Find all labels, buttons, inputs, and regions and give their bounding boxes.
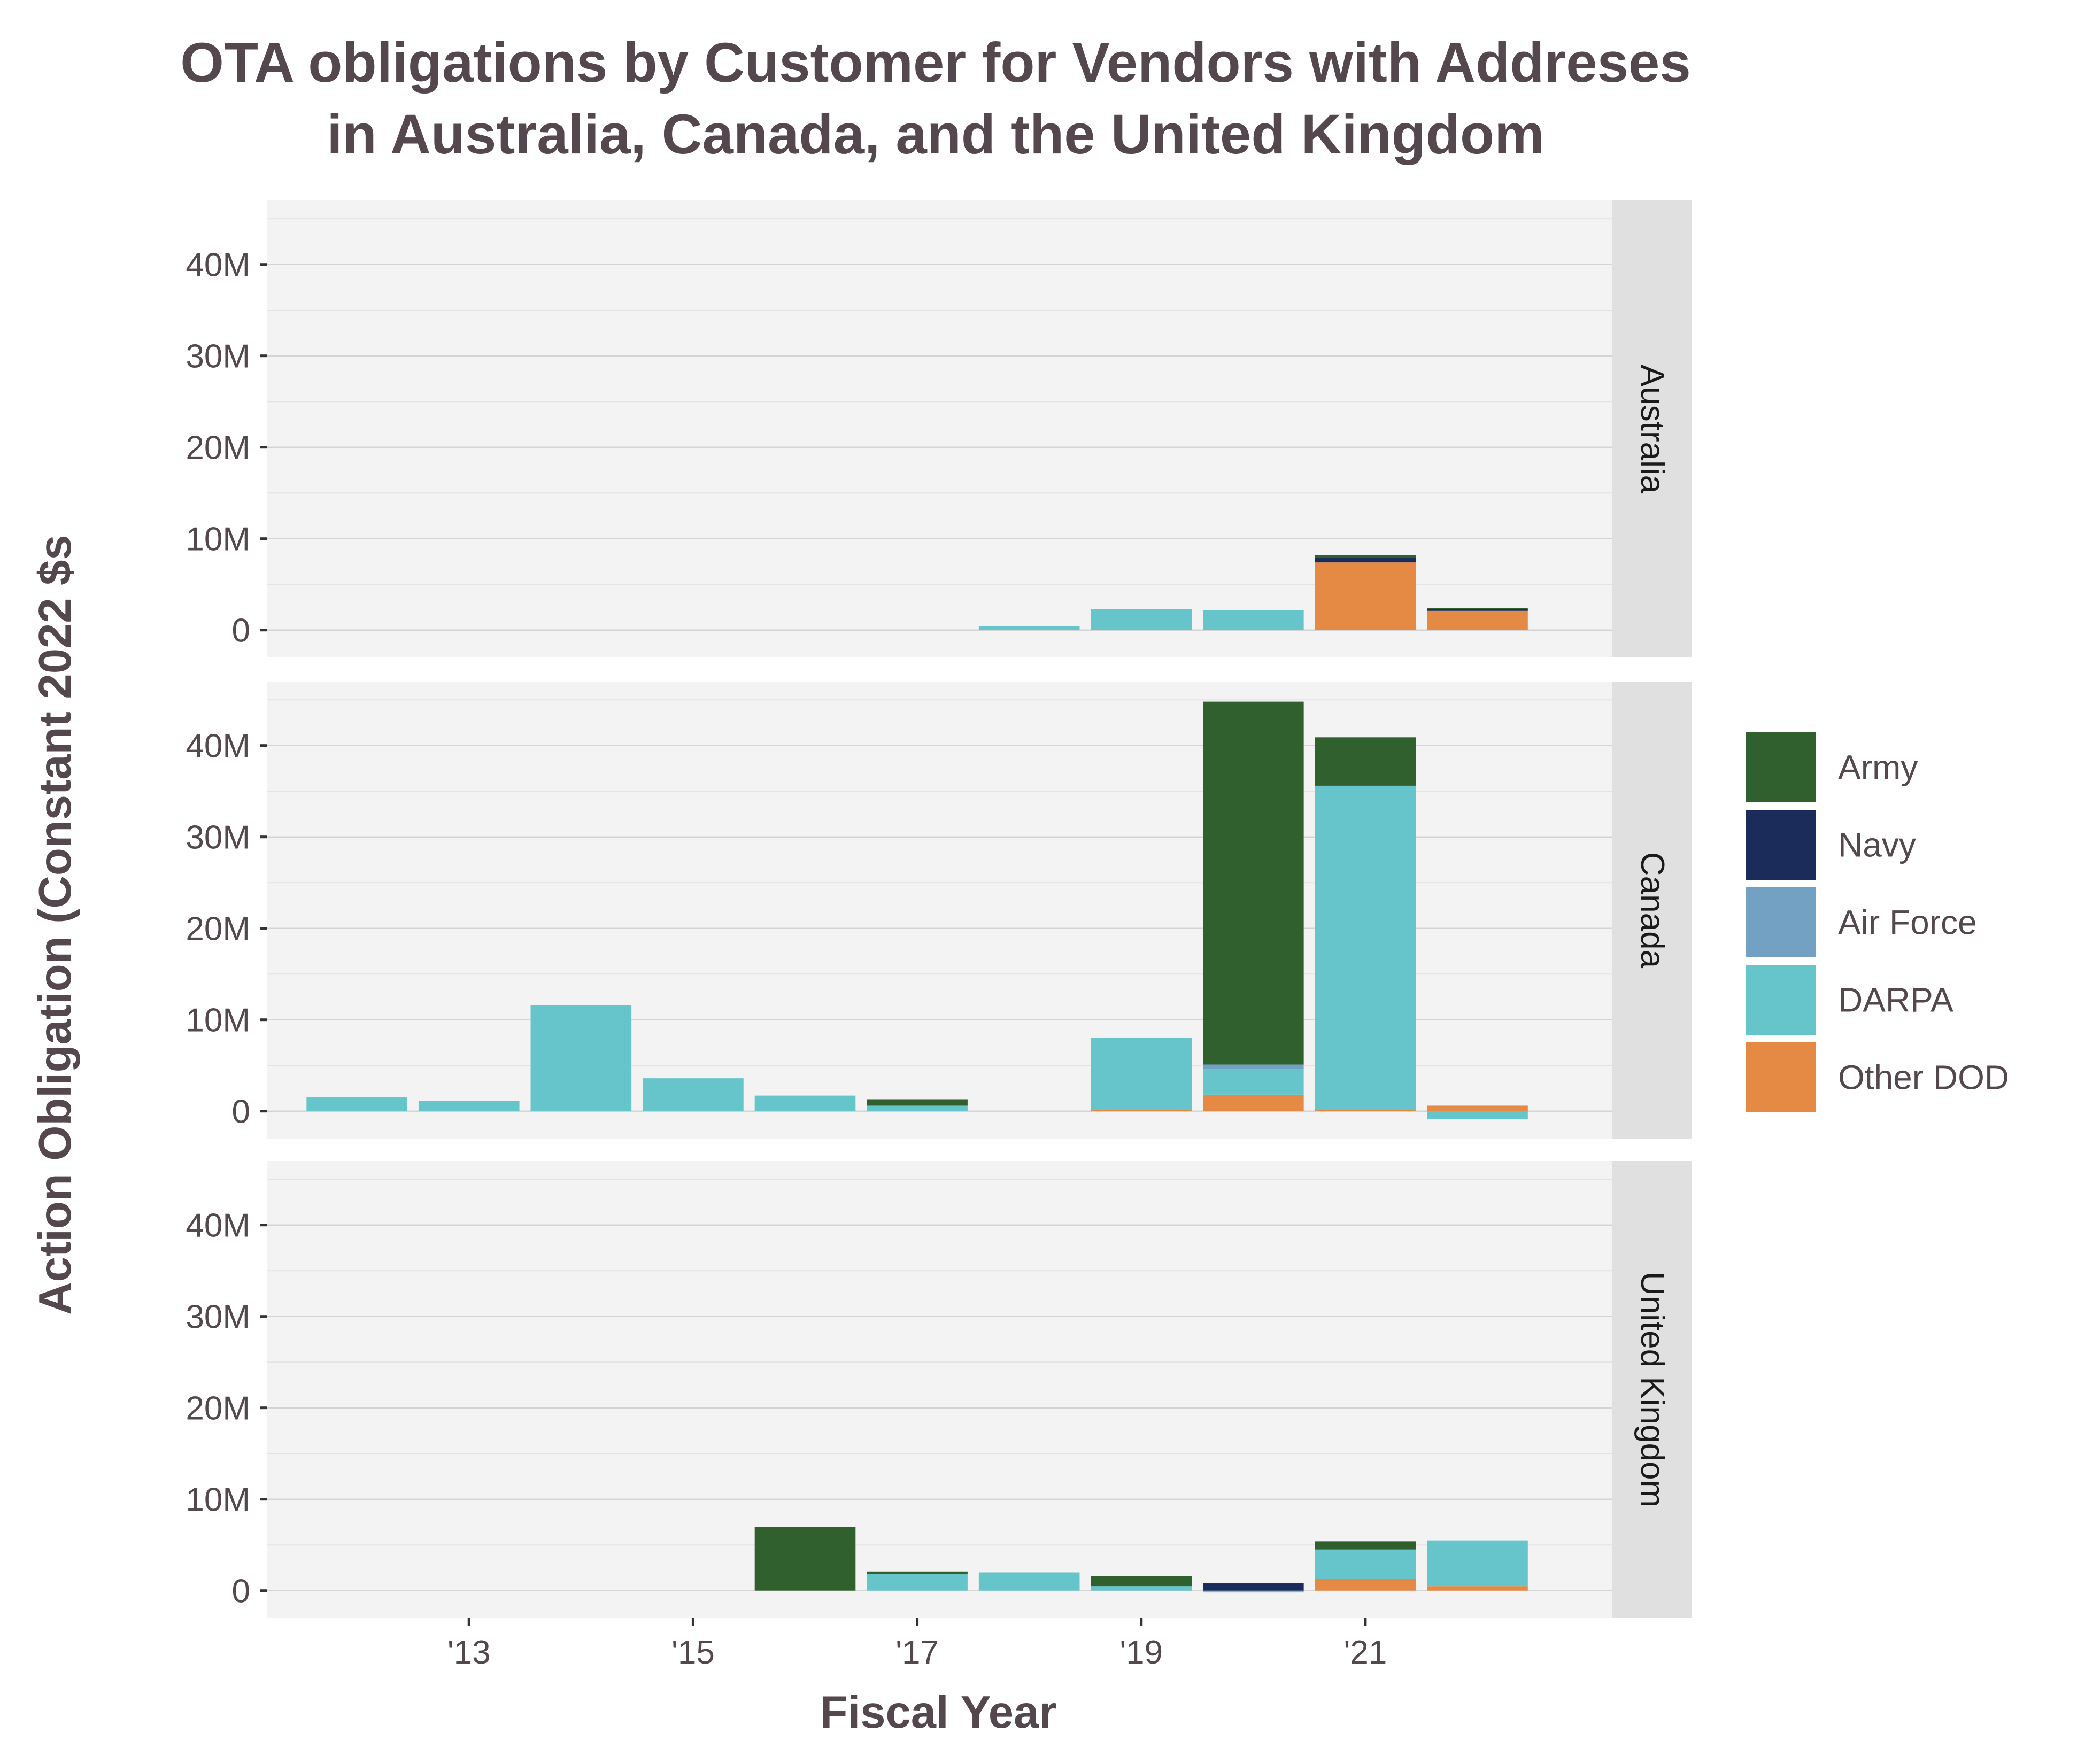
bar-canada-2019-darpa [1091,1038,1192,1110]
y-tick-label: 40M [186,1208,250,1244]
bar-australia-2019-darpa [1091,609,1192,630]
bar-united-kingdom-2020-navy [1203,1583,1304,1591]
y-axis-title: Action Obligation (Constant 2022 $s [30,535,81,1314]
bar-australia-2022-army [1427,608,1528,609]
legend-label-air-force: Air Force [1838,903,1977,942]
y-tick-label: 10M [186,1482,250,1519]
bar-united-kingdom-2022-darpa [1427,1540,1528,1587]
bar-australia-2022-navy [1427,609,1528,611]
bar-united-kingdom-2016-army [754,1527,856,1591]
chart-title-line-1: OTA obligations by Customer for Vendors … [180,32,1691,94]
facet-panels: 0 10M 20M 30M 40M Australia 0 10M 20M 30M 40M Canad… [186,200,1692,1618]
x-tick-label: '17 [895,1634,939,1671]
bar-united-kingdom-2021-other-dod [1315,1579,1416,1591]
y-tick-label: 0 [232,613,250,649]
legend-label-darpa: DARPA [1838,981,1953,1019]
facet-label-australia: Australia [1634,365,1671,494]
y-tick-label: 20M [186,1390,250,1427]
bar-canada-2014-darpa [530,1005,632,1111]
legend-label-navy: Navy [1838,826,1916,864]
bar-united-kingdom-2019-darpa [1091,1586,1192,1591]
y-tick-label: 0 [232,1573,250,1610]
x-tick-label: '15 [671,1634,715,1671]
legend-key-air-force [1743,885,1818,960]
y-tick-label: 30M [186,1299,250,1336]
facet-strip [1612,200,1692,657]
legend-key-navy [1743,808,1818,882]
legend-key-army [1743,730,1818,804]
facet-label-united-kingdom: United Kingdom [1634,1272,1671,1507]
bar-canada-2022-other-dod [1427,1105,1528,1111]
panel-united-kingdom: 0 10M 20M 30M 40M United Kingdom [186,1161,1692,1618]
bar-australia-2021-army [1315,555,1416,558]
panel-australia: 0 10M 20M 30M 40M Australia [186,200,1692,657]
bar-united-kingdom-2021-army [1315,1541,1416,1550]
y-tick-label: 40M [186,728,250,765]
bar-canada-2020-air-force [1203,1064,1304,1070]
bar-canada-2021-darpa [1315,785,1416,1110]
y-tick-label: 10M [186,521,250,558]
bar-canada-2020-darpa [1203,1069,1304,1095]
legend-label-other-dod: Other DOD [1838,1058,2009,1097]
x-axis: '13 '15 '17 '19 '21 [447,1618,1387,1671]
y-tick-label: 30M [186,338,250,375]
legend-key-other-dod [1743,1040,1818,1115]
bar-canada-2017-army [867,1099,968,1106]
x-tick-label: '19 [1119,1634,1163,1671]
bar-canada-2017-darpa [867,1105,968,1111]
facet-strip [1612,1161,1692,1618]
y-tick-label: 0 [232,1094,250,1131]
bar-united-kingdom-2018-darpa [978,1572,1080,1591]
x-tick-label: '13 [447,1634,491,1671]
bar-united-kingdom-2022-other-dod [1427,1586,1528,1591]
bar-canada-2021-other-dod [1315,1110,1416,1111]
y-tick-label: 30M [186,819,250,856]
y-tick-label: 20M [186,430,250,467]
bar-united-kingdom-2021-darpa [1315,1549,1416,1579]
bar-canada-2015-darpa [643,1078,744,1111]
facet-label-canada: Canada [1634,852,1671,969]
x-axis-title: Fiscal Year [820,1687,1057,1738]
bar-canada-2012-darpa [306,1097,407,1111]
x-tick-label: '21 [1344,1634,1387,1671]
bar-australia-2021-other-dod [1315,562,1416,630]
panel-canada: 0 10M 20M 30M 40M Canada [186,682,1692,1139]
y-tick-label: 10M [186,1002,250,1039]
bar-united-kingdom-2017-army [867,1571,968,1574]
bar-canada-2013-darpa [418,1101,520,1111]
bar-united-kingdom-2017-darpa [867,1574,968,1591]
legend: Army Navy Air Force DARPA Other DOD [1743,730,2009,1115]
bar-canada-2021-army [1315,737,1416,786]
facet-strip [1612,682,1692,1139]
legend-label-army: Army [1838,748,1918,787]
bar-united-kingdom-2019-army [1091,1576,1192,1587]
y-tick-label: 40M [186,247,250,284]
bar-canada-2020-army [1203,701,1304,1065]
bar-canada-2016-darpa [754,1095,856,1111]
bar-australia-2021-navy [1315,558,1416,563]
bar-united-kingdom-2020-darpa [1203,1590,1304,1593]
y-tick-label: 20M [186,911,250,948]
bar-australia-2020-darpa [1203,610,1304,630]
bar-canada-2019-other-dod [1091,1109,1192,1111]
legend-key-darpa [1743,963,1818,1037]
chart-title-line-2: in Australia, Canada, and the United Kin… [327,103,1544,166]
bar-australia-2022-other-dod [1427,610,1528,630]
bar-australia-2018-darpa [978,626,1080,630]
bar-canada-2020-other-dod [1203,1094,1304,1111]
bar-canada-2022-darpa [1427,1111,1528,1120]
